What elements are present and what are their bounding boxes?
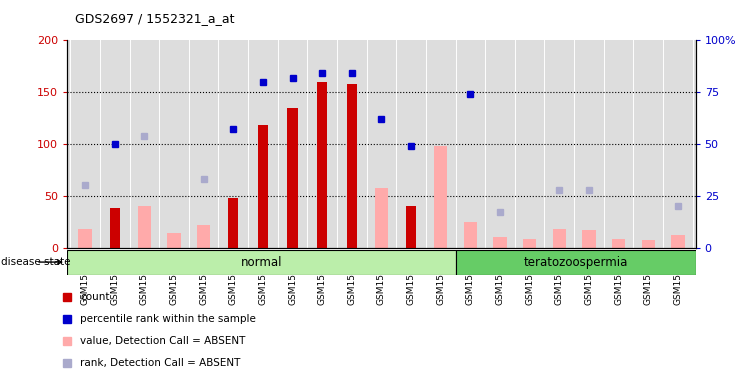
Bar: [523, 239, 536, 248]
Bar: [168, 233, 181, 248]
Bar: [287, 108, 298, 248]
Bar: [494, 237, 506, 248]
Bar: [553, 229, 566, 248]
Bar: [317, 82, 328, 248]
Bar: [138, 206, 151, 248]
Text: GDS2697 / 1552321_a_at: GDS2697 / 1552321_a_at: [75, 12, 234, 25]
Bar: [406, 206, 417, 248]
Text: percentile rank within the sample: percentile rank within the sample: [80, 314, 256, 324]
Text: disease state: disease state: [1, 257, 71, 267]
Text: count: count: [80, 291, 110, 302]
Bar: [79, 229, 92, 248]
Text: rank, Detection Call = ABSENT: rank, Detection Call = ABSENT: [80, 358, 241, 368]
Bar: [346, 84, 357, 248]
Bar: [197, 225, 210, 248]
Bar: [375, 187, 388, 248]
Bar: [258, 125, 268, 248]
Bar: [434, 146, 447, 248]
Bar: [67, 250, 456, 275]
Bar: [671, 235, 684, 248]
Text: teratozoospermia: teratozoospermia: [524, 256, 628, 268]
Bar: [642, 240, 655, 248]
Bar: [612, 239, 625, 248]
Bar: [109, 208, 120, 248]
Text: normal: normal: [241, 256, 283, 268]
Bar: [582, 230, 595, 248]
Bar: [464, 222, 477, 248]
Bar: [228, 198, 239, 248]
Text: value, Detection Call = ABSENT: value, Detection Call = ABSENT: [80, 336, 245, 346]
Bar: [456, 250, 696, 275]
